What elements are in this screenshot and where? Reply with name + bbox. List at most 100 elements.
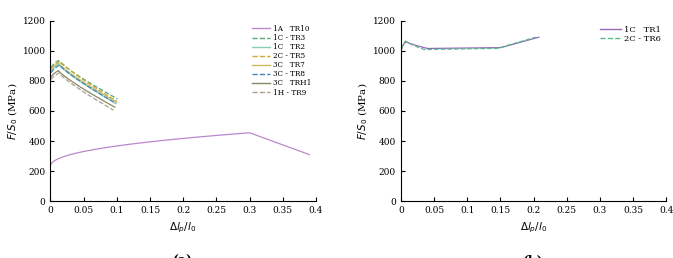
2C - TR6 — [398, 48, 406, 51]
1C - TR3 — [51, 61, 59, 64]
1C   TR2 — [96, 93, 104, 96]
1A   TR10 — [246, 131, 254, 134]
1C - TR3 — [90, 84, 98, 87]
1C   TR2 — [86, 87, 94, 90]
1C   TR1 — [505, 44, 513, 47]
1A   TR10 — [250, 133, 258, 136]
1C - TR3 — [114, 97, 122, 100]
1C - TR3 — [87, 82, 96, 85]
3C   TR7 — [87, 85, 95, 88]
1H - TR9 — [87, 95, 95, 98]
3C   TRH1 — [47, 76, 55, 79]
1C   TR2 — [51, 65, 59, 68]
3C   TR7 — [55, 62, 63, 65]
Line: 3C   TR7: 3C TR7 — [51, 63, 117, 102]
2C - TR6 — [532, 36, 540, 39]
1H - TR9 — [85, 94, 93, 97]
3C - TR8 — [47, 71, 55, 74]
3C   TR7 — [47, 68, 55, 71]
3C   TRH1 — [84, 90, 92, 93]
X-axis label: $\Delta l_p/l_0$: $\Delta l_p/l_0$ — [520, 221, 547, 235]
1C - TR3 — [55, 59, 63, 62]
3C   TRH1 — [55, 69, 63, 72]
Y-axis label: $F/S_0$ (MPa): $F/S_0$ (MPa) — [357, 82, 370, 140]
2C - TR6 — [528, 37, 536, 40]
1A   TR10 — [306, 153, 314, 156]
3C - TR8 — [87, 86, 95, 90]
3C   TRH1 — [87, 92, 96, 95]
2C - TR6 — [503, 44, 511, 47]
1A   TR10 — [47, 163, 55, 166]
Line: 1H - TR9: 1H - TR9 — [51, 73, 114, 110]
Line: 1C   TR2: 1C TR2 — [51, 64, 116, 103]
3C   TRH1 — [51, 71, 59, 74]
Line: 1A   TR10: 1A TR10 — [51, 133, 310, 164]
3C   TR7 — [51, 64, 59, 67]
1H - TR9 — [55, 71, 63, 75]
1A   TR10 — [172, 138, 180, 141]
1C   TR1 — [464, 46, 472, 50]
3C   TR7 — [97, 92, 105, 95]
2C - TR6 — [528, 37, 536, 40]
1H - TR9 — [110, 109, 118, 112]
1A   TR10 — [297, 150, 306, 154]
2C - TR6 — [459, 47, 467, 51]
1C - TR3 — [47, 66, 55, 69]
Line: 1C   TR1: 1C TR1 — [402, 37, 539, 49]
1C   TR1 — [460, 46, 468, 50]
X-axis label: $\Delta l_p/l_0$: $\Delta l_p/l_0$ — [170, 221, 197, 235]
3C   TR7 — [89, 87, 97, 90]
Text: (a): (a) — [173, 255, 193, 258]
3C - TR8 — [112, 102, 120, 105]
2C - TR6 — [463, 47, 471, 51]
3C - TR8 — [85, 85, 93, 88]
1H - TR9 — [94, 100, 102, 103]
1C   TR2 — [102, 97, 110, 100]
Line: 3C   TRH1: 3C TRH1 — [51, 71, 115, 107]
2C - TR5 — [85, 82, 94, 85]
2C - TR5 — [57, 60, 65, 63]
1H - TR9 — [51, 74, 59, 77]
1C   TR2 — [112, 102, 120, 105]
3C   TR7 — [113, 101, 121, 104]
3C - TR8 — [89, 88, 97, 91]
1C   TR1 — [531, 37, 539, 40]
3C   TR7 — [104, 95, 112, 99]
1C - TR3 — [85, 81, 94, 84]
3C   TRH1 — [111, 106, 119, 109]
1H - TR9 — [83, 93, 92, 96]
1C   TR1 — [531, 37, 539, 40]
Text: (b): (b) — [523, 255, 544, 258]
1C - TR3 — [104, 92, 112, 95]
3C - TR8 — [51, 67, 59, 70]
1A   TR10 — [61, 155, 69, 158]
Line: 1C - TR3: 1C - TR3 — [51, 61, 118, 99]
1C   TR2 — [47, 70, 55, 73]
1C   TR1 — [398, 47, 406, 50]
1C   TR1 — [535, 36, 543, 39]
2C - TR6 — [404, 41, 413, 44]
3C   TRH1 — [86, 91, 94, 94]
2C - TR5 — [87, 84, 95, 87]
2C - TR5 — [97, 90, 105, 93]
Legend: 1C   TR1, 2C - TR6: 1C TR1, 2C - TR6 — [600, 25, 662, 44]
1C - TR3 — [98, 88, 106, 91]
3C   TRH1 — [96, 97, 104, 100]
2C - TR6 — [420, 48, 428, 51]
1C   TR1 — [404, 41, 413, 44]
2C - TR5 — [47, 67, 55, 70]
1C   TR2 — [88, 88, 96, 91]
1C   TR2 — [55, 63, 63, 66]
3C   TRH1 — [102, 101, 110, 104]
1H - TR9 — [101, 104, 109, 107]
3C   TR7 — [85, 84, 94, 87]
2C - TR5 — [113, 100, 121, 103]
2C - TR5 — [89, 85, 97, 88]
1A   TR10 — [298, 150, 306, 154]
Line: 2C - TR5: 2C - TR5 — [51, 61, 117, 101]
Line: 3C - TR8: 3C - TR8 — [51, 65, 116, 103]
3C - TR8 — [103, 97, 111, 100]
2C - TR5 — [104, 94, 112, 97]
3C - TR8 — [96, 93, 104, 96]
1H - TR9 — [47, 78, 55, 81]
